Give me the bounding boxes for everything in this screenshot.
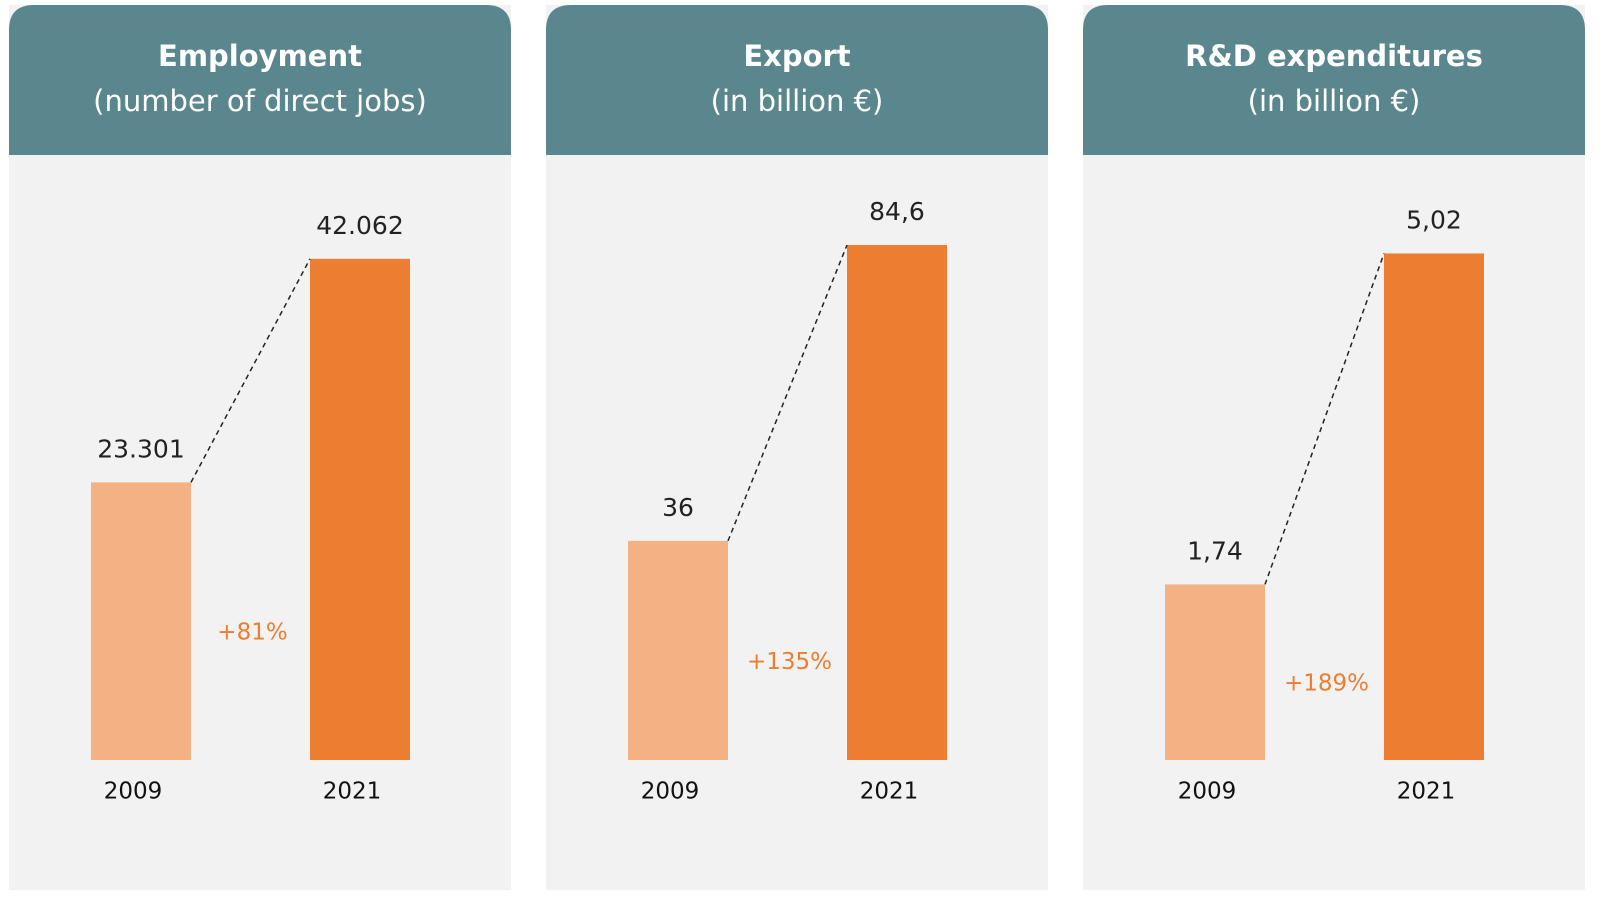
x-tick-label: 2009 [641, 779, 700, 805]
value-label: 36 [662, 493, 694, 522]
x-tick-label: 2009 [104, 779, 163, 805]
value-label: 23.301 [97, 434, 184, 463]
x-tick-label: 2009 [1178, 779, 1237, 805]
panel-header [9, 5, 511, 155]
connector [190, 258, 311, 483]
bar [847, 245, 947, 761]
value-label: 5,02 [1406, 205, 1462, 234]
panel-header [546, 5, 1048, 155]
bar [91, 482, 191, 760]
value-label: 42.062 [316, 211, 403, 240]
bar [1384, 253, 1484, 760]
bar [628, 540, 728, 760]
value-label: 1,74 [1187, 536, 1243, 565]
value-label: 84,6 [869, 197, 925, 226]
panel-title: R&D expenditures [1185, 39, 1483, 73]
x-tick-label: 2021 [1397, 779, 1456, 805]
panel-title: Employment [158, 39, 362, 73]
bar [310, 258, 410, 760]
bar [1165, 584, 1265, 760]
connector [1264, 253, 1385, 585]
panel-header [1083, 5, 1585, 155]
panel-subtitle: (in billion €) [711, 84, 884, 118]
annotation: +81% [217, 620, 287, 646]
annotation: +135% [747, 649, 832, 675]
panel-subtitle: (number of direct jobs) [93, 84, 427, 118]
annotation: +189% [1284, 671, 1369, 697]
connector [727, 244, 848, 542]
panel-title: Export [743, 39, 850, 73]
x-tick-label: 2021 [860, 779, 919, 805]
panel-subtitle: (in billion €) [1248, 84, 1421, 118]
x-tick-label: 2021 [323, 779, 382, 805]
